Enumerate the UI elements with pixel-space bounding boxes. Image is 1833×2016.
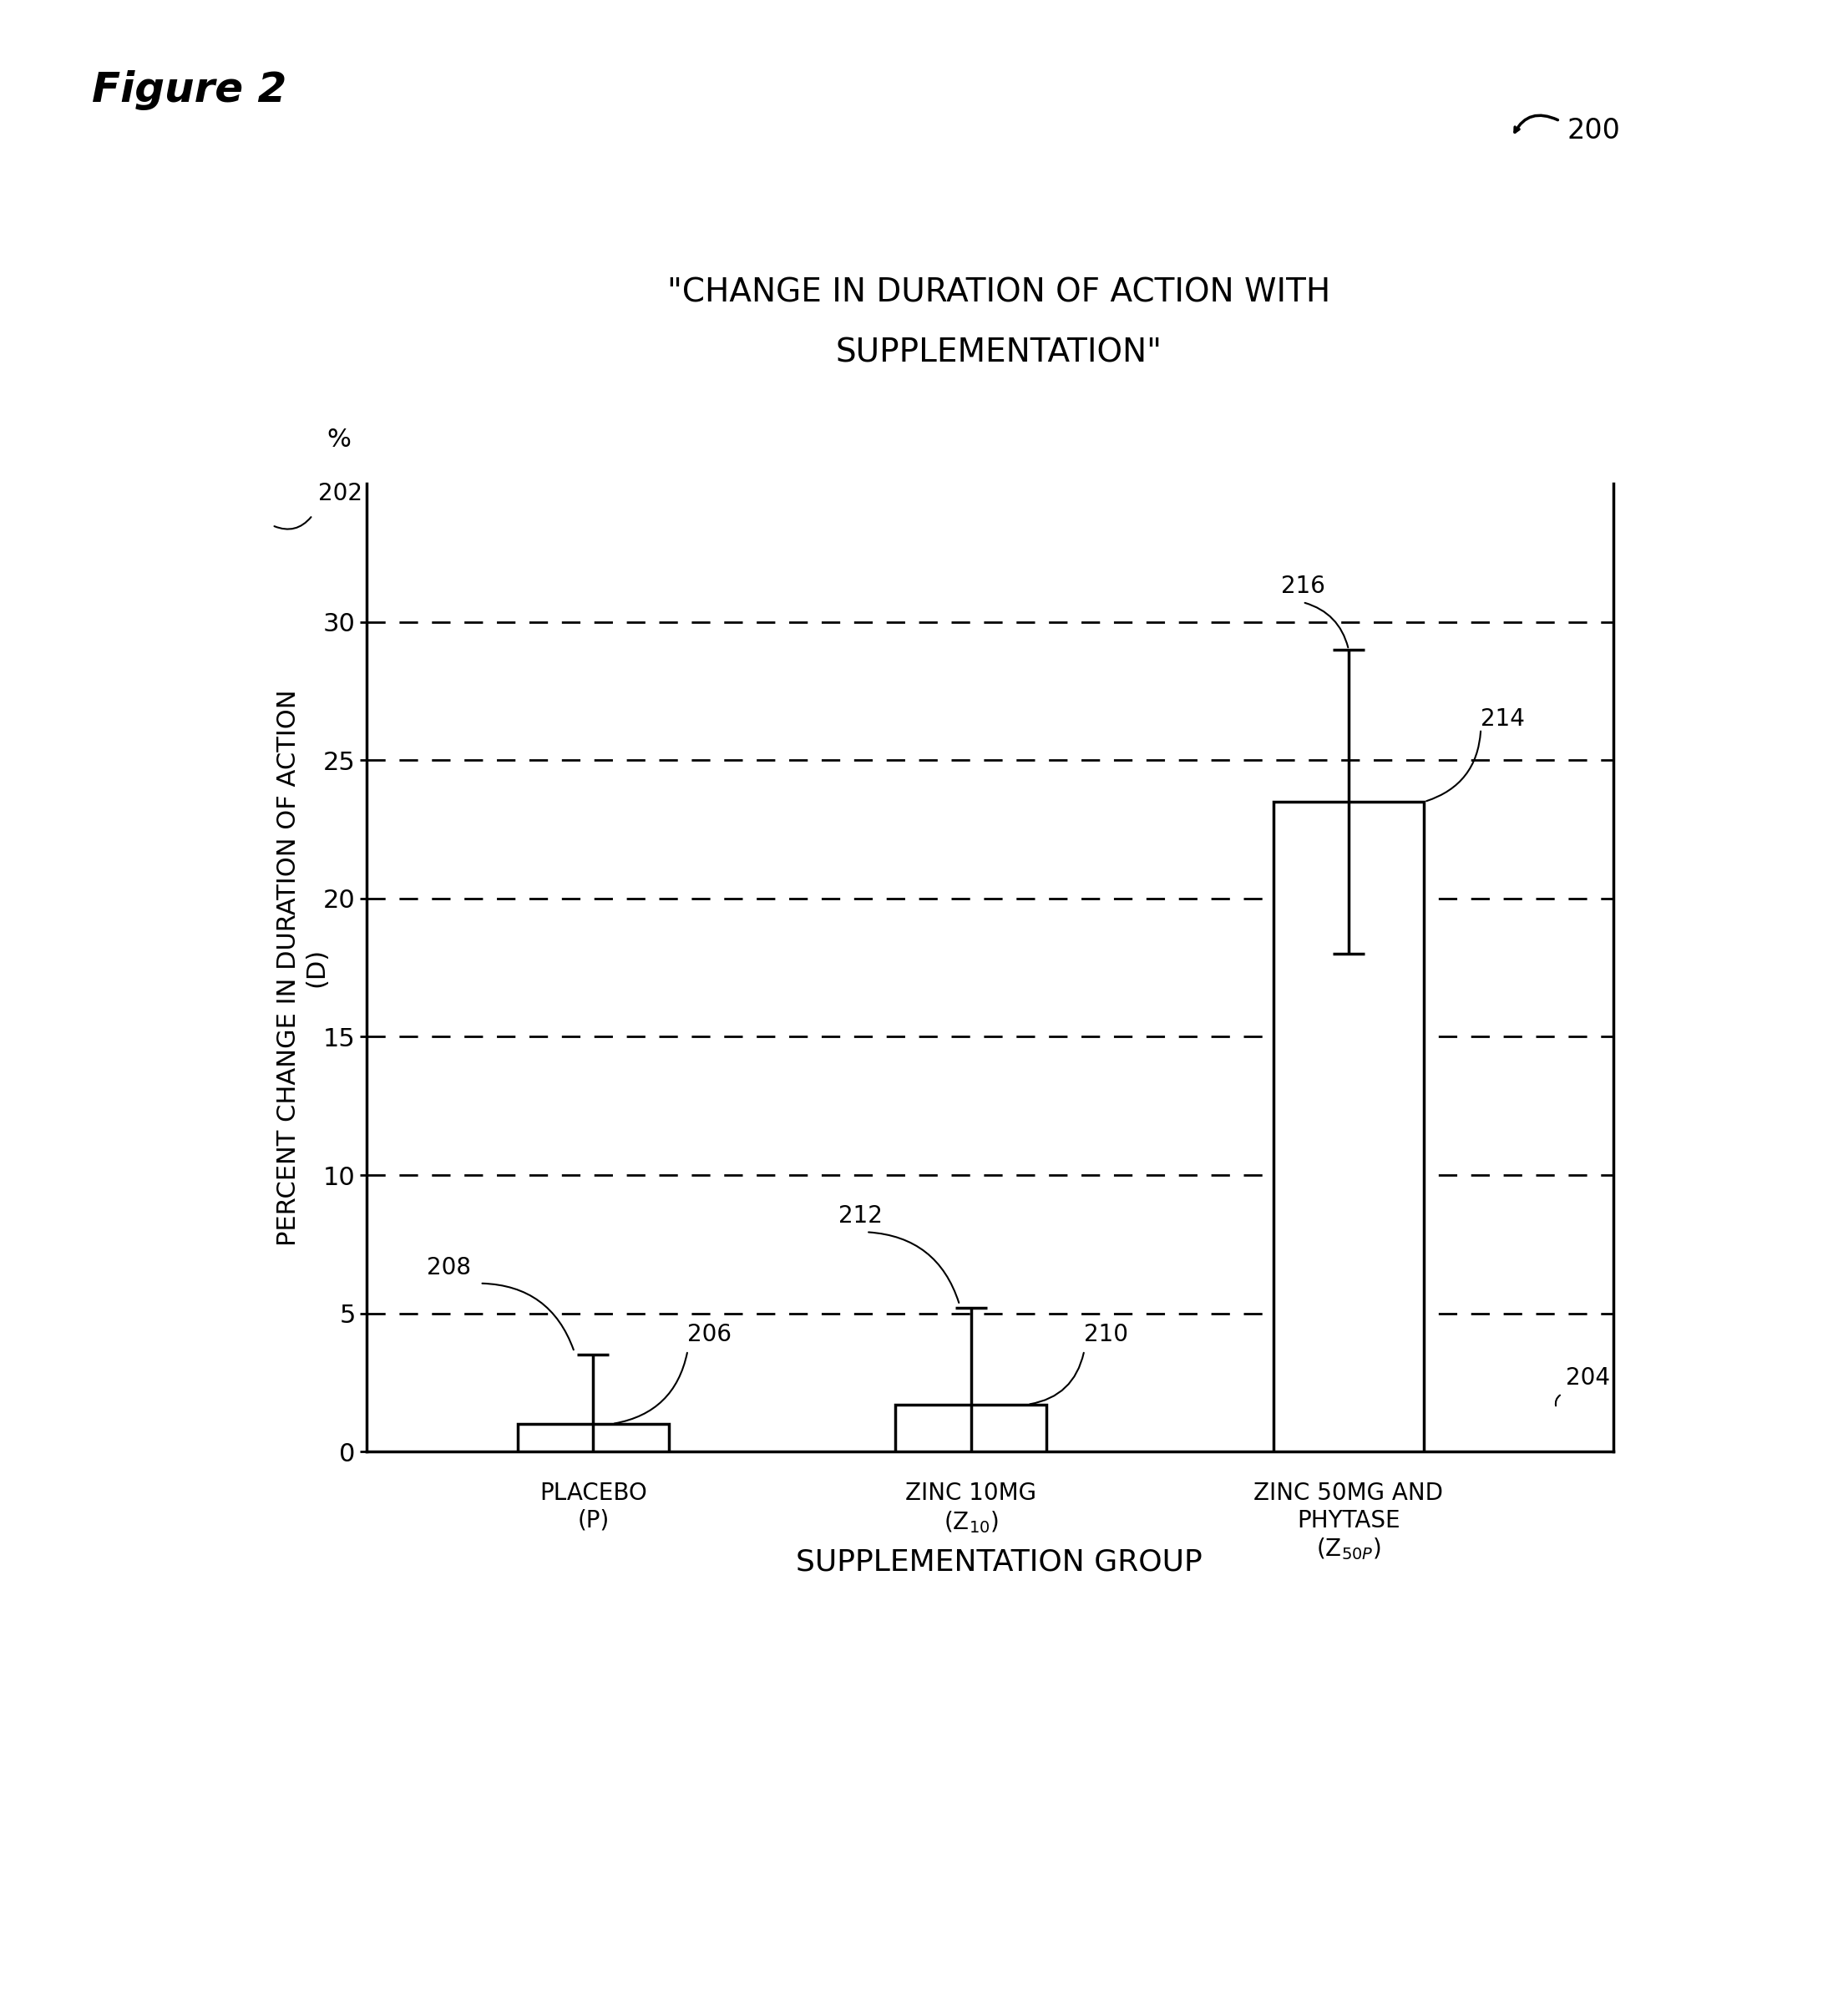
Text: PLACEBO
(P): PLACEBO (P) xyxy=(539,1482,647,1532)
Text: 200: 200 xyxy=(1567,117,1620,145)
Text: 204: 204 xyxy=(1565,1367,1609,1389)
Text: 216: 216 xyxy=(1281,575,1325,599)
Text: 210: 210 xyxy=(1085,1322,1129,1347)
Text: 206: 206 xyxy=(687,1322,731,1347)
Y-axis label: PERCENT CHANGE IN DURATION OF ACTION
(D): PERCENT CHANGE IN DURATION OF ACTION (D) xyxy=(277,689,328,1246)
Text: ZINC 10MG
(Z$_{10}$): ZINC 10MG (Z$_{10}$) xyxy=(906,1482,1036,1534)
Text: Figure 2: Figure 2 xyxy=(92,71,286,111)
Text: "CHANGE IN DURATION OF ACTION WITH: "CHANGE IN DURATION OF ACTION WITH xyxy=(667,276,1331,308)
Text: 212: 212 xyxy=(840,1206,884,1228)
Text: 214: 214 xyxy=(1481,708,1525,730)
Bar xyxy=(1274,802,1424,1452)
Bar xyxy=(895,1405,1047,1452)
Text: 208: 208 xyxy=(427,1256,471,1280)
Text: SUPPLEMENTATION": SUPPLEMENTATION" xyxy=(836,337,1162,369)
Text: SUPPLEMENTATION GROUP: SUPPLEMENTATION GROUP xyxy=(796,1548,1202,1577)
Text: 202: 202 xyxy=(317,482,363,506)
Text: ZINC 50MG AND
PHYTASE
(Z$_{50P}$): ZINC 50MG AND PHYTASE (Z$_{50P}$) xyxy=(1254,1482,1443,1562)
Bar xyxy=(517,1423,669,1452)
Text: %: % xyxy=(326,427,352,452)
